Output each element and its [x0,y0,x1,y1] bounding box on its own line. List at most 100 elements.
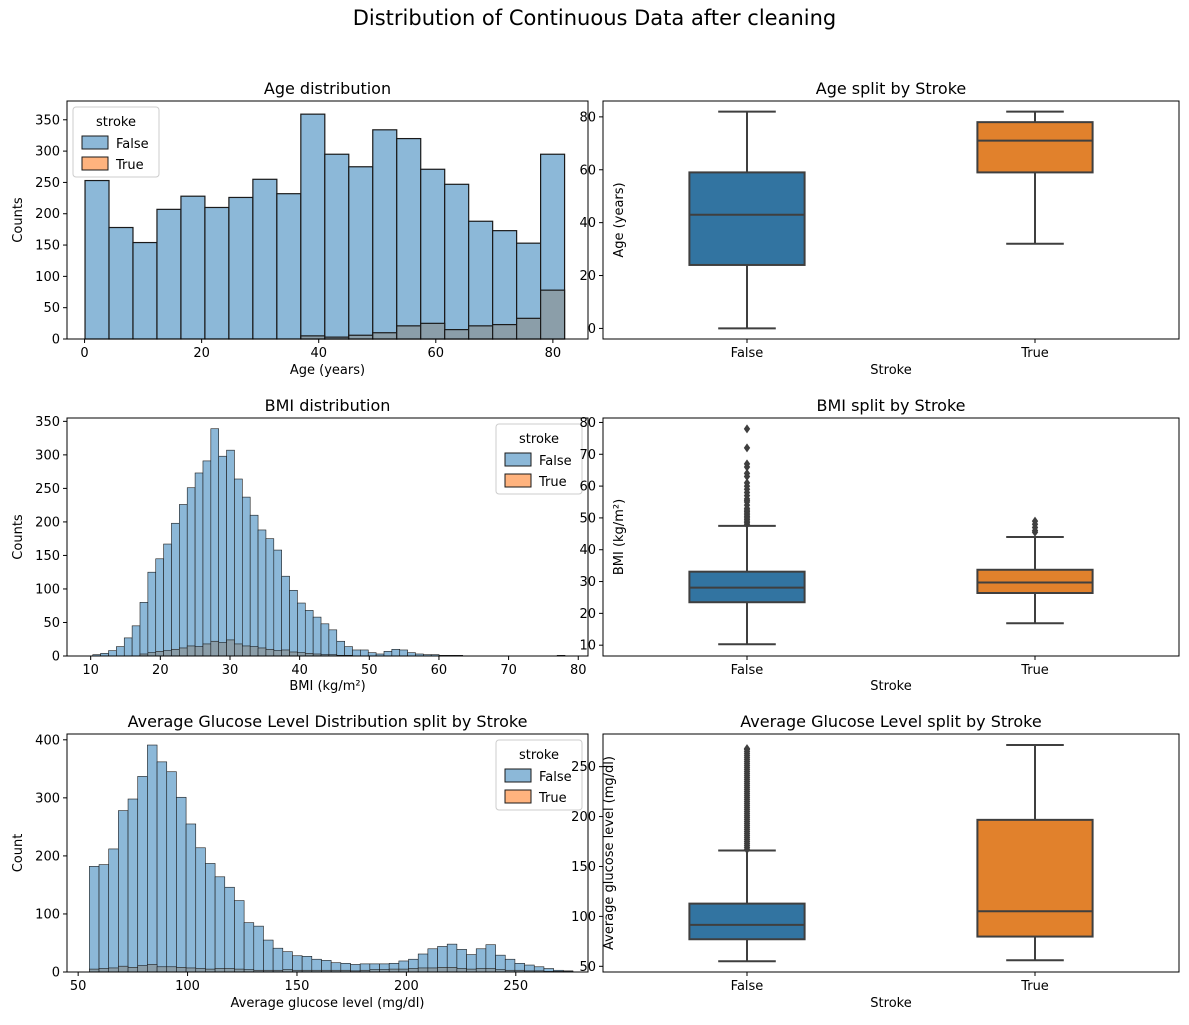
histogram-bar-true [186,645,196,657]
histogram-bar-false [407,652,416,657]
x-tick-label: 150 [285,979,310,994]
histogram-bar-false [352,649,361,657]
histogram-bar-false [224,886,235,973]
histogram-bar-false [226,449,235,657]
histogram-bar-false [348,166,374,340]
histogram-bar-false [234,478,243,657]
y-tick-label: 40 [579,543,596,558]
histogram-bar-false [228,196,254,340]
histogram-bar-false [344,646,353,657]
legend-swatch [504,452,532,467]
legend-title: stroke [519,432,559,447]
y-tick-label: 60 [579,480,596,495]
histogram-bar-false [139,602,149,657]
y-tick-label: 50 [579,511,596,526]
histogram-bar-false [289,589,298,657]
x-tick-label: 100 [175,979,200,994]
histogram-bar-false [98,864,110,973]
y-axis-label: Counts [11,197,26,243]
histogram-bar-true [155,651,164,657]
box-true [976,110,1094,245]
chart-title: Age split by Stroke [816,79,966,98]
chart-title: BMI split by Stroke [816,396,965,415]
histogram-bar-false [155,558,164,657]
histogram-bar-true [281,649,290,657]
y-axis-label: BMI (kg/m²) [612,499,627,575]
chart-panel-4: BMI split by Stroke Stroke BMI (kg/m²) 10 20… [579,396,1180,694]
y-tick-label: 80 [579,416,596,431]
outlier-point [743,478,751,488]
histogram-bar-false [147,744,158,973]
histogram-bar-false [272,947,284,973]
axes-frame [602,733,1180,973]
y-tick-label: 80 [579,110,596,125]
y-tick-label: 150 [35,239,60,254]
y-tick-label: 10 [579,639,596,654]
y-tick-label: 0 [52,650,60,665]
y-tick-label: 0 [52,966,60,981]
histogram-bar-false [300,113,326,340]
histogram-bar-false [468,220,494,340]
x-axis-label: Stroke [870,996,911,1011]
histogram-bar-false [118,810,129,973]
x-tick-label: 200 [394,979,419,994]
x-tick-label: 80 [570,663,587,678]
histogram-bar-false [396,137,422,340]
histogram-bar-true [348,334,374,340]
chart-title: BMI distribution [265,396,391,415]
box-body [688,902,806,941]
histogram-bar-true [137,965,148,973]
histogram-bar-true [194,646,204,657]
histogram-bar-true [289,651,298,657]
x-tick-label: 70 [500,663,517,678]
chart-title: Age distribution [264,79,391,98]
y-tick-label: 350 [35,415,60,430]
legend: stroke False True [495,423,583,495]
histogram-bar-false [252,178,278,340]
histogram-bar-true [540,289,566,340]
x-axis-label: Age (years) [290,363,365,378]
histogram-bar-true [171,648,180,657]
legend-swatch [504,473,532,488]
x-tick-label: 80 [545,346,562,361]
x-tick-label: 20 [193,346,210,361]
histogram-bar-false [205,863,216,973]
histogram-bar-true [176,967,187,973]
legend-label: False [539,770,572,785]
x-tick-label: True [1020,346,1049,361]
y-tick-label: 100 [35,270,60,285]
histogram-bar-false [328,629,338,657]
histogram-bar-true [202,643,212,657]
histogram-bar-false [391,648,401,657]
y-tick-label: 100 [35,582,60,597]
y-tick-label: 250 [35,176,60,191]
histogram-bar-false [276,193,302,340]
histogram-bar-false [399,649,408,657]
box-true [976,743,1094,962]
box-body [976,568,1094,594]
histogram-bar-true [485,968,496,973]
histogram-bar-false [131,625,141,657]
x-tick-label: 50 [361,663,378,678]
y-tick-label: 200 [35,515,60,530]
histogram-bar-false [132,241,158,340]
histogram-bar-false [127,798,139,973]
histogram-bar-false [147,571,157,657]
histogram-bar-false [420,168,446,340]
histogram-bar-false [156,761,168,973]
figure-title: Distribution of Continuous Data after cl… [352,6,837,30]
histogram-bar-false [123,637,133,657]
histogram-bar-false [116,646,125,657]
y-tick-label: 100 [571,910,596,925]
x-tick-label: True [1020,979,1049,994]
y-axis-label: Age (years) [612,182,627,257]
x-tick-label: 50 [70,979,87,994]
histogram-bar-true [420,322,446,340]
histogram-bar-false [485,944,496,973]
x-axis-label: Stroke [870,363,911,378]
x-tick-label: 20 [152,663,169,678]
histogram-bar-true [226,639,235,657]
histogram-bar-false [108,226,134,340]
histogram-bar-false [137,776,148,973]
